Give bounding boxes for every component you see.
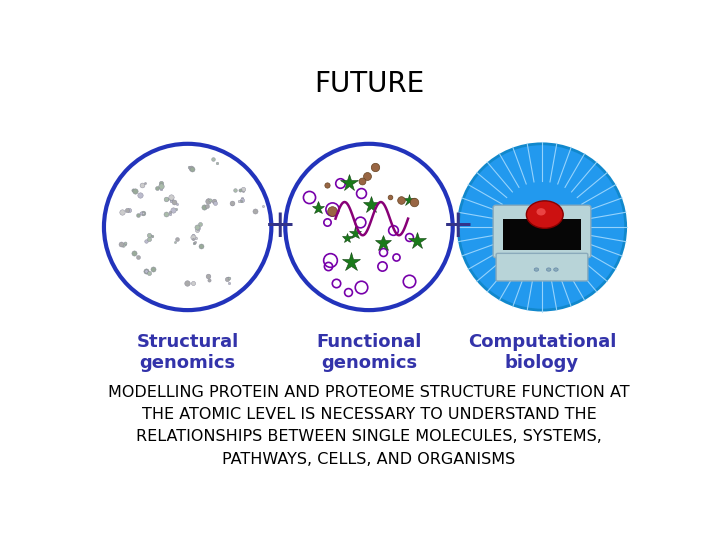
Circle shape [534, 268, 539, 271]
FancyBboxPatch shape [496, 253, 588, 281]
Text: Functional
genomics: Functional genomics [316, 333, 422, 372]
Circle shape [546, 268, 551, 271]
Text: +: + [264, 208, 296, 246]
Ellipse shape [104, 144, 271, 310]
FancyBboxPatch shape [503, 219, 580, 250]
Ellipse shape [526, 201, 563, 228]
Ellipse shape [536, 208, 546, 215]
Text: MODELLING PROTEIN AND PROTEOME STRUCTURE FUNCTION AT
THE ATOMIC LEVEL IS NECESSA: MODELLING PROTEIN AND PROTEOME STRUCTURE… [108, 385, 630, 467]
Text: FUTURE: FUTURE [314, 70, 424, 98]
Text: Computational
biology: Computational biology [468, 333, 616, 372]
FancyBboxPatch shape [493, 205, 591, 258]
Text: +: + [442, 208, 474, 246]
Text: Structural
genomics: Structural genomics [137, 333, 239, 372]
Ellipse shape [285, 144, 453, 310]
Circle shape [554, 268, 558, 271]
Ellipse shape [458, 144, 626, 310]
